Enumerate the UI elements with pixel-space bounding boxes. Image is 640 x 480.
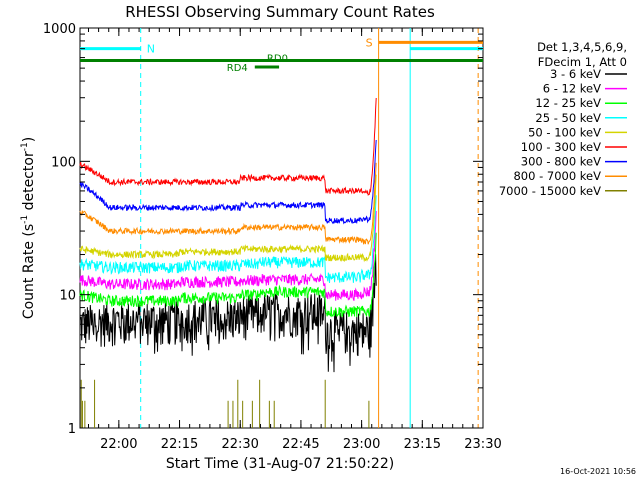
legend-header-1: Det 1,3,4,5,6,9, <box>537 40 627 54</box>
x-axis-label: Start Time (31-Aug-07 21:50:22) <box>166 456 394 472</box>
series-line-3 <box>79 195 377 284</box>
y-axis-label-part2: detector <box>21 151 37 215</box>
y-tick-label-2: 100 <box>51 155 76 170</box>
series-line-2 <box>79 232 377 318</box>
x-axis: 22:00 22:15 22:30 22:45 23:00 23:15 23:30 <box>87 28 502 452</box>
legend-label-4: 50 - 100 keV <box>528 125 601 139</box>
annotation-lines <box>140 28 479 428</box>
x-tick-label-0: 22:00 <box>100 437 137 452</box>
series-line-1 <box>79 210 377 301</box>
y-axis-label-sup2: -1 <box>20 142 30 151</box>
footer-date: 16-Oct-2021 10:56 <box>560 467 636 476</box>
x-tick-label-4: 23:00 <box>343 437 380 452</box>
n-label: N <box>147 43 155 56</box>
series-line-7 <box>79 162 377 245</box>
x-tick-label-1: 22:15 <box>161 437 198 452</box>
y-tick-label-3: 1000 <box>43 22 76 37</box>
y-tick-label-0: 1 <box>68 422 76 437</box>
y-axis: 1 10 100 1000 <box>43 22 483 437</box>
series-line-6 <box>79 139 377 225</box>
legend-header-2: FDecim 1, Att 0 <box>538 55 627 69</box>
chart-title: RHESSI Observing Summary Count Rates <box>125 3 435 21</box>
legend-label-1: 6 - 12 keV <box>543 82 601 96</box>
y-axis-label: Count Rate (s-1 detector-1) <box>20 137 37 319</box>
legend-label-5: 100 - 300 keV <box>521 140 601 154</box>
x-tick-label-2: 22:30 <box>221 437 258 452</box>
legend-label-7: 800 - 7000 keV <box>513 169 601 183</box>
legend-label-2: 12 - 25 keV <box>535 96 601 110</box>
y-axis-label-part3: ) <box>21 137 37 142</box>
x-tick-label-5: 23:15 <box>404 437 441 452</box>
legend-label-3: 25 - 50 keV <box>535 111 601 125</box>
series-line-5 <box>79 97 377 196</box>
legend-label-6: 300 - 800 keV <box>521 155 601 169</box>
annotation-layer: N S RD0 RD4 <box>80 36 483 74</box>
y-axis-label-part1: Count Rate (s <box>21 224 37 319</box>
series-line-0 <box>79 254 377 373</box>
legend: Det 1,3,4,5,6,9, FDecim 1, Att 0 3 - 6 k… <box>499 40 627 198</box>
series-layer <box>79 97 377 428</box>
rd4-label: RD4 <box>227 63 248 74</box>
s-label: S <box>366 36 373 49</box>
legend-label-0: 3 - 6 keV <box>550 67 601 81</box>
series-line-4 <box>79 174 377 263</box>
x-tick-label-3: 22:45 <box>282 437 319 452</box>
legend-label-8: 7000 - 15000 keV <box>499 184 601 198</box>
rd0-label: RD0 <box>267 54 288 65</box>
x-tick-label-6: 23:30 <box>464 437 501 452</box>
plot-frame <box>79 27 484 429</box>
y-axis-label-sup1: -1 <box>20 215 30 224</box>
y-tick-label-1: 10 <box>59 289 76 304</box>
